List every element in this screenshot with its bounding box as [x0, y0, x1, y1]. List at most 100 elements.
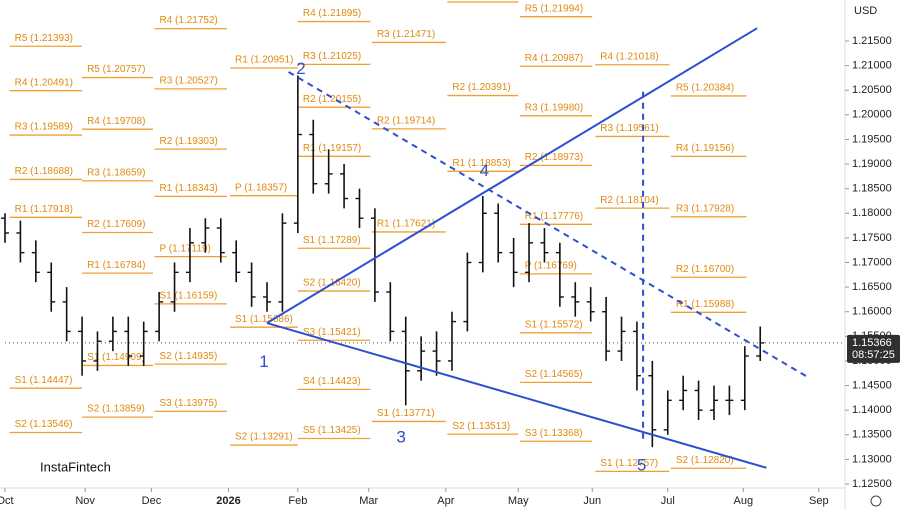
pivot-label: P (1.16769)	[525, 261, 577, 272]
pivot-label: R1 (1.20951)	[235, 55, 293, 66]
pivot-label: S2 (1.13291)	[235, 432, 293, 443]
pivot-label: R4 (1.19156)	[676, 143, 734, 154]
y-tick-label: 1.19500	[852, 133, 892, 145]
wave-label: 2	[296, 59, 305, 78]
pivot-label: R5 (1.20384)	[676, 83, 734, 94]
wave-label: 4	[480, 161, 489, 180]
pivot-label: R3 (1.18659)	[87, 167, 145, 178]
pivot-label: R3 (1.19561)	[600, 123, 658, 134]
y-tick-label: 1.20500	[852, 84, 892, 96]
wave-label: 1	[259, 352, 268, 371]
pivot-label: S3 (1.13368)	[525, 428, 583, 439]
wave-label: 5	[637, 455, 646, 474]
x-tick-label: Mar	[359, 495, 378, 507]
currency: USD	[854, 5, 877, 17]
pivot-label: S1 (1.14909)	[87, 352, 145, 363]
x-tick-label: Dec	[142, 495, 162, 507]
pivot-label: S2 (1.14565)	[525, 369, 583, 380]
pivot-label: R3 (1.19589)	[15, 122, 73, 133]
trendline	[266, 27, 758, 324]
settings-icon[interactable]	[870, 495, 882, 507]
y-tick-label: 1.17000	[852, 256, 892, 268]
pivot-label: S1 (1.15572)	[525, 319, 583, 330]
pivot-label: S1 (1.15686)	[235, 314, 293, 325]
pivot-label: R3 (1.17928)	[676, 203, 734, 214]
y-tick-label: 1.13500	[852, 429, 892, 441]
y-tick-label: 1.14500	[852, 379, 892, 391]
pivot-label: R3 (1.19980)	[525, 102, 583, 113]
pivot-label: R4 (1.20987)	[525, 53, 583, 64]
pivot-label: R1 (1.18853)	[452, 158, 510, 169]
y-tick-label: 1.16000	[852, 306, 892, 318]
wave-label: 3	[396, 428, 405, 447]
y-tick-label: 1.20000	[852, 109, 892, 121]
y-tick-label: 1.18500	[852, 183, 892, 195]
y-tick-label: 1.17500	[852, 232, 892, 244]
y-tick-label: 1.18000	[852, 207, 892, 219]
pivot-label: S2 (1.12820)	[676, 455, 734, 466]
pivot-label: R2 (1.18973)	[525, 152, 583, 163]
pivot-label: S1 (1.16159)	[160, 291, 218, 302]
y-tick-label: 1.16500	[852, 281, 892, 293]
y-tick-label: 1.19000	[852, 158, 892, 170]
x-tick-label: Jun	[583, 495, 601, 507]
pivot-label: R5 (1.21994)	[525, 3, 583, 14]
pivot-label: S3 (1.13975)	[160, 398, 218, 409]
pivot-label: R3 (1.20527)	[160, 76, 218, 87]
x-tick-label: Jul	[661, 495, 675, 507]
y-tick-label: 1.21500	[852, 35, 892, 47]
pivot-label: S3 (1.15421)	[303, 327, 361, 338]
pivot-label: S2 (1.14935)	[160, 351, 218, 362]
pivot-label: S1 (1.14447)	[15, 375, 73, 386]
x-tick-label: Nov	[75, 495, 95, 507]
pivot-label: S1 (1.12757)	[600, 458, 658, 469]
pivot-label: S1 (1.17289)	[303, 235, 361, 246]
pivot-label: R5 (1.21393)	[15, 33, 73, 44]
x-tick-label: Aug	[733, 495, 753, 507]
pivot-label: R1 (1.17918)	[15, 204, 73, 215]
last-price-label: 1.15366	[852, 337, 892, 349]
x-tick-label: May	[508, 495, 529, 507]
pivot-label: S5 (1.13425)	[303, 425, 361, 436]
pivot-label: R4 (1.21895)	[303, 8, 361, 19]
pivot-label: R1 (1.15988)	[676, 299, 734, 310]
pivot-label: R3 (1.21025)	[303, 51, 361, 62]
last-price-box	[847, 334, 900, 363]
pivot-label: R2 (1.17609)	[87, 219, 145, 230]
y-tick-label: 1.14000	[852, 404, 892, 416]
pivot-label: S4 (1.14423)	[303, 376, 361, 387]
pivot-label: R4 (1.20491)	[15, 77, 73, 88]
pivot-label: S2 (1.13513)	[452, 421, 510, 432]
pivot-label: R1 (1.16784)	[87, 260, 145, 271]
pivot-label: R2 (1.18104)	[600, 195, 658, 206]
pivot-label: R5 (1.20757)	[87, 64, 145, 75]
pivot-label: S2 (1.13859)	[87, 404, 145, 415]
y-tick-label: 1.12500	[852, 478, 892, 490]
countdown: 08:57:25	[852, 349, 895, 361]
pivot-label: P (1.18357)	[235, 182, 287, 193]
x-tick-label: Feb	[288, 495, 307, 507]
pivot-label: S1 (1.13771)	[377, 408, 435, 419]
x-tick-label: Apr	[437, 495, 454, 507]
pivot-label: R2 (1.19714)	[377, 116, 435, 127]
pivot-label: R2 (1.20391)	[452, 82, 510, 93]
pivot-label: R2 (1.18688)	[15, 166, 73, 177]
pivot-label: R1 (1.18343)	[160, 183, 218, 194]
trendline	[266, 322, 767, 469]
x-tick-label: Oct	[0, 495, 14, 507]
pivot-label: R4 (1.21752)	[160, 15, 218, 26]
pivot-label: R1 (1.17621)	[377, 219, 435, 230]
pivot-label: R2 (1.20155)	[303, 94, 361, 105]
pivot-label: R3 (1.21471)	[377, 29, 435, 40]
x-tick-label: Sep	[809, 495, 829, 507]
y-tick-label: 1.13000	[852, 453, 892, 465]
y-tick-label: 1.21000	[852, 60, 892, 72]
pivot-label: P (1.17119)	[160, 243, 211, 254]
pivot-label: R2 (1.19303)	[160, 136, 218, 147]
pivot-label: R4 (1.19708)	[87, 116, 145, 127]
pivot-label: R1 (1.19157)	[303, 143, 361, 154]
watermark: InstaFintech	[40, 459, 111, 474]
pivot-label: R2 (1.16700)	[676, 264, 734, 275]
